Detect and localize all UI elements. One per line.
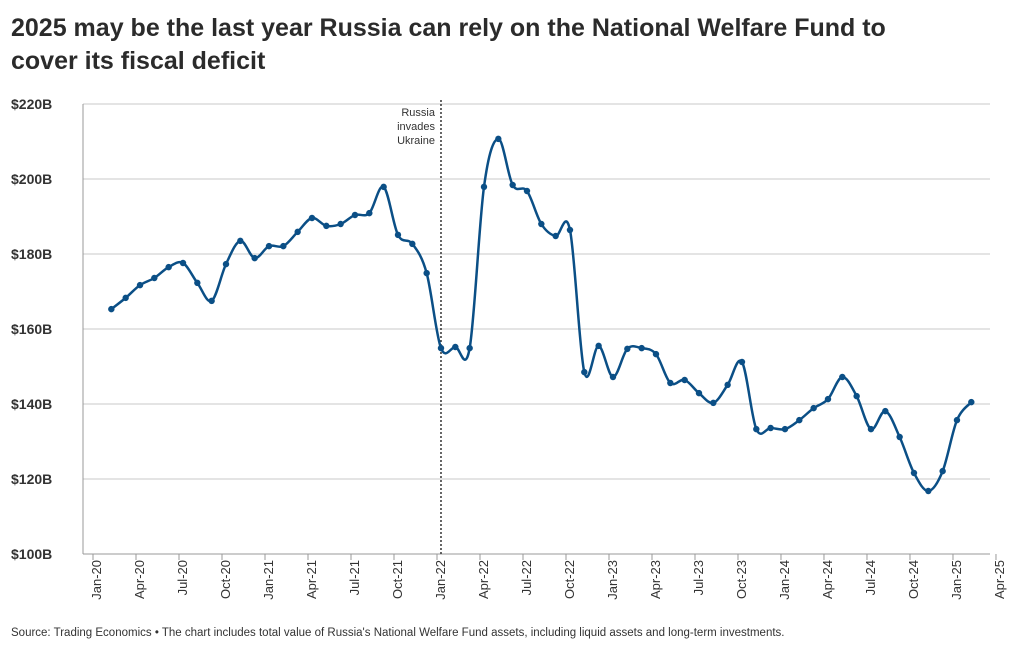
data-point [480, 183, 488, 191]
data-point [824, 395, 832, 403]
data-point [265, 242, 273, 250]
data-point [452, 343, 459, 351]
data-point [351, 211, 359, 219]
data-point [910, 469, 918, 477]
x-tick-label: Jan-21 [261, 560, 276, 600]
annotation-text: Ukraine [397, 135, 435, 147]
x-tick-label: Apr-20 [132, 560, 147, 599]
chart-title: 2025 may be the last year Russia can rel… [11, 14, 886, 42]
x-tick-label: Oct-23 [734, 560, 749, 599]
data-point [566, 226, 574, 234]
data-point [667, 379, 674, 387]
data-point [767, 424, 774, 432]
data-point [194, 279, 201, 287]
data-point [208, 297, 215, 305]
data-point [108, 305, 115, 313]
data-point [509, 181, 516, 189]
data-point [652, 350, 660, 358]
data-point [896, 433, 903, 441]
x-tick-label: Jul-22 [519, 560, 534, 595]
data-point [867, 425, 875, 433]
line-series [110, 137, 973, 493]
data-point [251, 254, 258, 262]
x-tick-label: Oct-22 [562, 560, 577, 599]
data-point [796, 416, 803, 424]
x-tick-label: Apr-22 [476, 560, 491, 599]
x-tick-label: Oct-21 [390, 560, 405, 599]
data-point [136, 281, 144, 289]
chart-title: cover its fiscal deficit [11, 47, 266, 75]
data-point [538, 220, 545, 228]
x-tick-label: Jan-23 [605, 560, 620, 600]
data-point [222, 260, 230, 268]
x-tick-label: Jan-25 [949, 560, 964, 600]
y-tick-label: $200B [11, 171, 52, 187]
data-point [609, 373, 617, 381]
x-tick-label: Apr-25 [992, 560, 1007, 599]
data-point [179, 259, 187, 267]
y-tick-label: $120B [11, 471, 52, 487]
x-tick-label: Apr-24 [820, 560, 835, 599]
data-point [681, 376, 688, 384]
data-point [380, 183, 387, 191]
x-tick-label: Jul-21 [347, 560, 362, 595]
y-tick-label: $220B [11, 96, 52, 112]
source-note: Source: Trading Economics • The chart in… [11, 627, 785, 639]
y-tick-label: $160B [11, 321, 52, 337]
data-point [853, 392, 860, 400]
x-tick-label: Jul-20 [175, 560, 190, 595]
data-point [953, 416, 961, 424]
data-point [308, 214, 316, 222]
data-point [165, 263, 172, 271]
data-point [695, 389, 703, 397]
x-tick-label: Jul-24 [863, 560, 878, 595]
data-point [738, 358, 746, 366]
x-tick-label: Oct-20 [218, 560, 233, 599]
x-tick-label: Apr-21 [304, 560, 319, 599]
data-point [337, 220, 344, 228]
data-point [638, 344, 645, 352]
data-point [781, 425, 789, 433]
data-point [710, 399, 717, 407]
data-point [939, 467, 946, 475]
x-tick-label: Jan-22 [433, 560, 448, 600]
annotation-text: invades [397, 121, 435, 133]
x-tick-label: Jan-20 [89, 560, 104, 600]
x-tick-label: Apr-23 [648, 560, 663, 599]
data-point [366, 209, 373, 217]
data-point [237, 237, 244, 245]
data-point [394, 231, 402, 239]
x-tick-label: Jul-23 [691, 560, 706, 595]
data-point [552, 232, 559, 240]
data-point [968, 398, 975, 406]
data-point [423, 269, 430, 277]
data-point [437, 344, 445, 352]
data-point [810, 404, 817, 412]
y-tick-label: $180B [11, 246, 52, 262]
x-tick-label: Oct-24 [906, 560, 921, 599]
data-point [466, 344, 473, 352]
data-point [122, 294, 129, 302]
x-tick-label: Jan-24 [777, 560, 792, 600]
data-point [523, 187, 531, 195]
data-point [581, 368, 588, 376]
data-point [595, 342, 602, 350]
data-point [495, 135, 502, 143]
data-point [280, 242, 287, 250]
data-point [294, 228, 301, 236]
data-point [882, 407, 889, 415]
data-point [753, 425, 760, 433]
y-tick-label: $140B [11, 396, 52, 412]
annotation-text: Russia [401, 107, 436, 119]
data-point [323, 222, 330, 230]
data-point [409, 240, 416, 248]
data-point [925, 487, 932, 495]
y-tick-label: $100B [11, 546, 52, 562]
data-point [151, 274, 158, 282]
data-point [724, 381, 731, 389]
data-point [839, 373, 846, 381]
data-point [624, 345, 631, 353]
